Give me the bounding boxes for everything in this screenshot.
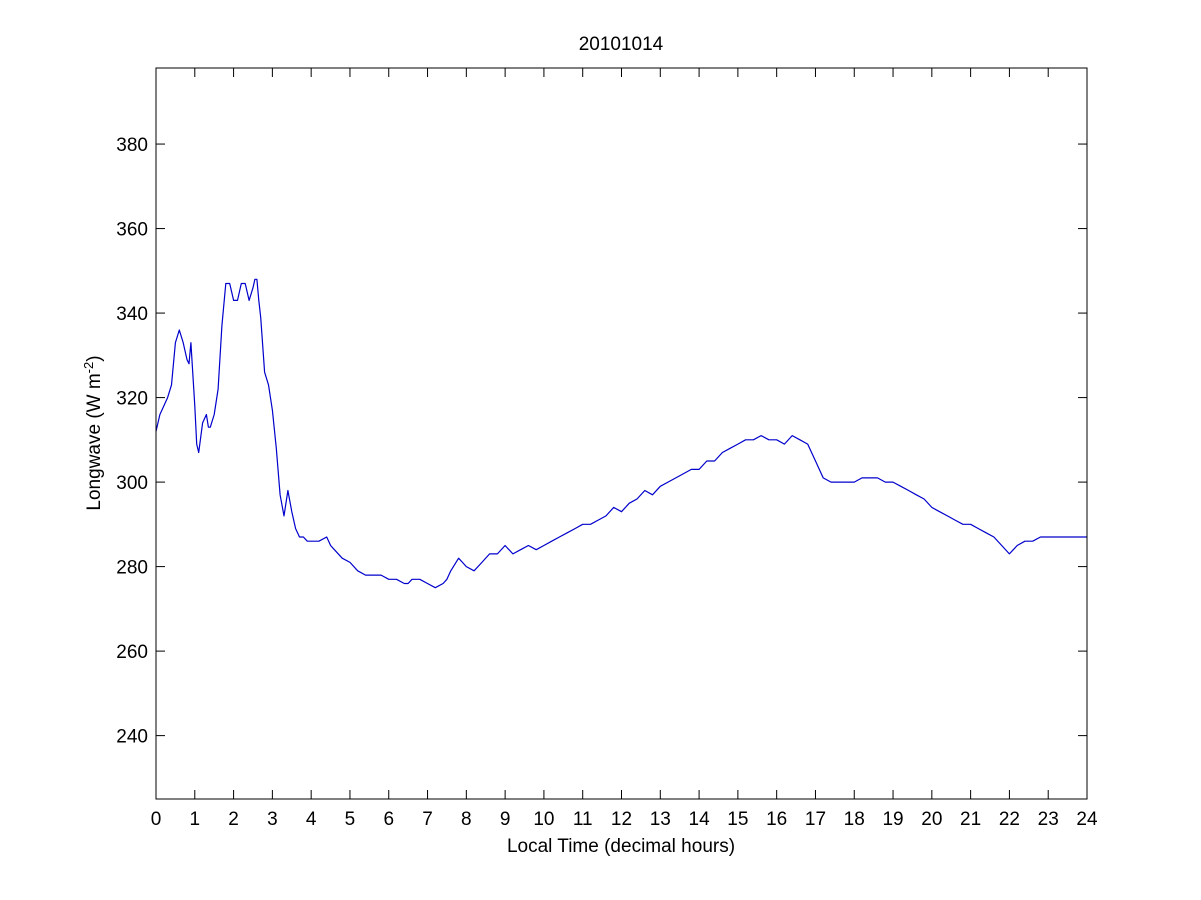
x-tick-label: 2 xyxy=(228,809,239,830)
y-axis-label: Longwave (W m-2) xyxy=(81,355,106,510)
x-tick-labels: 0 1 2 3 4 5 6 7 8 9 10 11 12 13 14 15 16 17 18 19 20 21 22 23 24 xyxy=(151,809,1098,830)
x-tick-label: 6 xyxy=(383,809,394,830)
y-tick-label: 300 xyxy=(116,473,148,494)
x-tick-label: 12 xyxy=(611,809,632,830)
x-tick-label: 20 xyxy=(921,809,942,830)
x-tick-label: 8 xyxy=(461,809,472,830)
y-axis-label-suffix: ) xyxy=(84,355,105,361)
x-tick-label: 5 xyxy=(345,809,356,830)
y-tick-label: 380 xyxy=(116,135,148,156)
x-tick-label: 18 xyxy=(844,809,865,830)
x-tick-label: 16 xyxy=(766,809,787,830)
x-tick-label: 1 xyxy=(190,809,201,830)
chart-title: 20101014 xyxy=(579,34,664,55)
y-tick-label: 240 xyxy=(116,727,148,748)
x-tick-label: 24 xyxy=(1076,809,1098,830)
x-tick-label: 14 xyxy=(689,809,711,830)
x-tick-label: 11 xyxy=(573,809,593,830)
x-tick-label: 10 xyxy=(533,809,554,830)
y-tick-label: 260 xyxy=(116,642,148,663)
x-tick-label: 17 xyxy=(805,809,826,830)
x-tick-label: 15 xyxy=(727,809,748,830)
x-tick-label: 19 xyxy=(882,809,903,830)
series-line xyxy=(155,278,1087,589)
x-tick-label: 9 xyxy=(500,809,511,830)
y-tick-label: 320 xyxy=(116,389,148,410)
x-tick-label: 21 xyxy=(960,809,981,830)
y-tick-label: 340 xyxy=(116,304,148,325)
x-tick-label: 22 xyxy=(999,809,1020,830)
y-tick-label: 360 xyxy=(116,220,148,241)
x-tick-label: 4 xyxy=(306,809,317,830)
y-axis-label-superscript: -2 xyxy=(81,362,96,374)
x-tick-label: 23 xyxy=(1038,809,1059,830)
x-tick-label: 3 xyxy=(267,809,278,830)
x-tick-label: 0 xyxy=(151,809,162,830)
y-axis-label-text: Longwave (W m xyxy=(84,373,105,510)
y-tick-labels: 240 260 280 300 320 340 360 380 xyxy=(116,135,148,748)
x-tick-label: 13 xyxy=(650,809,671,830)
plot-area-frame xyxy=(155,67,1088,800)
x-axis-label: Local Time (decimal hours) xyxy=(507,836,735,857)
x-tick-label: 7 xyxy=(422,809,433,830)
tick-marks xyxy=(155,68,1088,799)
y-tick-label: 280 xyxy=(116,558,148,579)
data-series xyxy=(155,278,1087,589)
